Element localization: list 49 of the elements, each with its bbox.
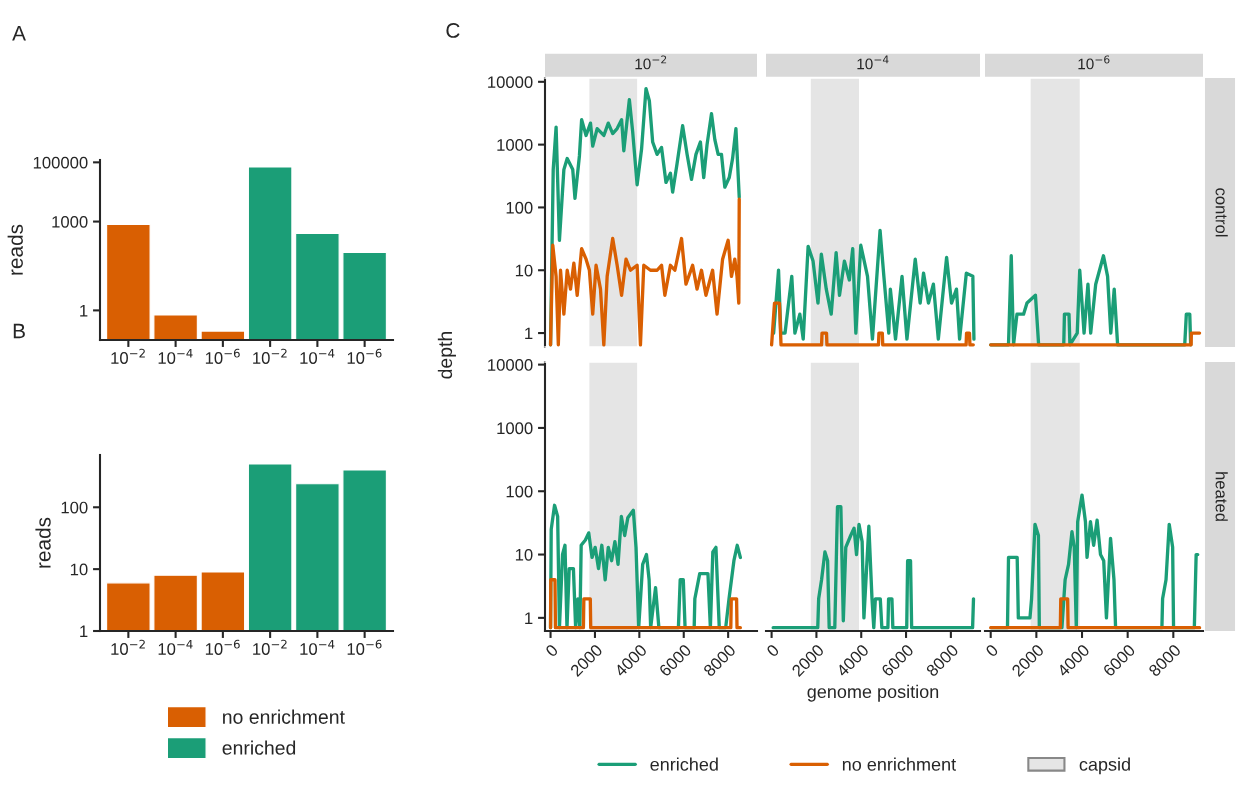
- legend-label: enriched: [650, 757, 718, 771]
- y-tick-label: 10: [515, 548, 533, 561]
- text: heated: [1215, 472, 1228, 521]
- y-tick-label: 100: [61, 501, 88, 514]
- y-tick-label: 1000: [497, 139, 533, 151]
- x-tick-label: 0: [544, 643, 559, 658]
- chart-title: B: [13, 323, 25, 339]
- y-tick-label: 100000: [33, 156, 88, 169]
- y-tick-label: 10000: [488, 76, 533, 89]
- x-tick-label: 0: [984, 643, 999, 658]
- line-series: [548, 197, 741, 347]
- x-tick-label: 0: [765, 643, 780, 658]
- y-tick-label: 1: [80, 304, 88, 317]
- x-tick-label: 10$^{−4}$: [158, 639, 193, 655]
- y-axis-title: reads: [35, 517, 51, 568]
- text: control: [1215, 188, 1228, 237]
- y-tick-label: 10: [70, 563, 88, 576]
- x-tick-label: 10$^{−2}$: [111, 639, 145, 655]
- chart-title: 10$^{−4}$: [857, 55, 889, 70]
- legend-label: no enrichment: [223, 709, 345, 724]
- y-tick-label: 1000: [497, 422, 533, 435]
- y-tick-label: 10: [515, 264, 533, 277]
- x-tick-label: 10$^{−6}$: [205, 639, 240, 655]
- x-tick-label: 10$^{−4}$: [300, 348, 335, 364]
- y-tick-label: 100: [506, 201, 533, 214]
- x-tick-label: 10$^{−2}$: [111, 348, 145, 364]
- y-tick-label: 1: [80, 625, 88, 638]
- chart-title: 10$^{−2}$: [635, 55, 667, 70]
- x-tick-label: 10$^{−6}$: [347, 348, 382, 364]
- y-axis-title: reads: [7, 224, 23, 275]
- x-tick-label: 10$^{−2}$: [253, 348, 287, 364]
- x-tick-label: 10$^{−2}$: [253, 639, 287, 655]
- y-tick-label: 1000: [52, 215, 88, 228]
- x-tick-label: 10$^{−4}$: [158, 348, 193, 364]
- x-tick-label: 10$^{−6}$: [205, 348, 240, 364]
- x-tick-label: 10$^{−6}$: [347, 639, 382, 655]
- y-tick-label: 100: [506, 485, 533, 498]
- chart-title: 10$^{−6}$: [1078, 55, 1110, 70]
- legend-label: enriched: [222, 740, 296, 755]
- text: C: [446, 23, 460, 38]
- x-tick-label: 10$^{−4}$: [300, 639, 335, 655]
- y-axis-title: depth: [437, 332, 456, 379]
- y-tick-label: 10000: [488, 359, 533, 371]
- y-tick-label: 1: [525, 327, 533, 340]
- chart-title: A: [12, 26, 26, 41]
- legend-label: capsid: [1079, 757, 1130, 775]
- x-axis-title: genome position: [807, 684, 939, 702]
- legend-label: no enrichment: [842, 757, 956, 771]
- y-tick-label: 1: [525, 612, 533, 624]
